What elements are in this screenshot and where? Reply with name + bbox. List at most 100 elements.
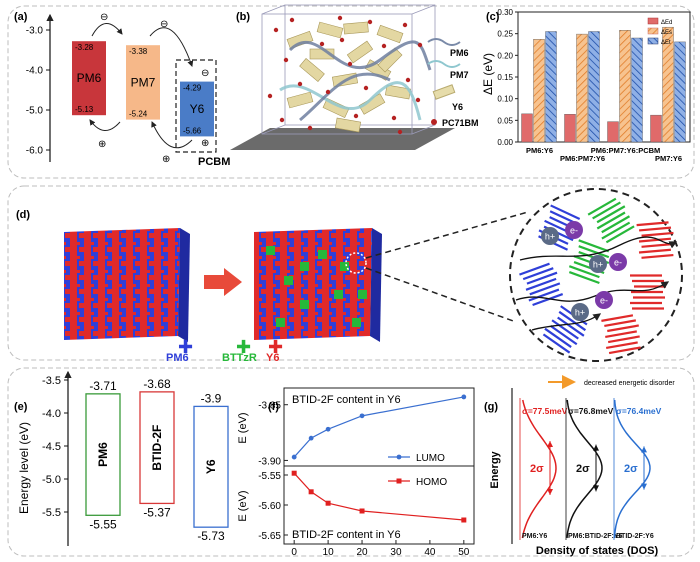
- molecule-stick-17: [638, 237, 672, 243]
- row3-frame: [7, 367, 695, 557]
- material-label-PM6: PM6: [77, 71, 102, 85]
- dos-curve-2: [613, 399, 651, 539]
- curve-name-1: PM6:BTID-2F:Y6: [568, 533, 623, 540]
- row1-frame: [7, 5, 695, 179]
- sigma-arrow-down-2: [641, 483, 647, 490]
- molecule-stick-11: [601, 215, 631, 234]
- panel-f-ticks: -3.85 -3.90 -5.55 -5.60 -5.65 0 10 20 30 40 50: [258, 401, 470, 558]
- sigma-arrow-down-1: [593, 485, 599, 492]
- panel-f-top-tick-label-1: -3.90: [258, 456, 281, 467]
- process-arrow-body: [204, 275, 226, 289]
- substrate: [230, 128, 455, 150]
- charges: h+ e-h+ e-h+ e-: [541, 221, 627, 321]
- pcbm-sphere-1: [289, 17, 295, 23]
- zoom-circle: [345, 252, 367, 274]
- panel-e: (e) Energy level (eV) -3.5 -4.0 -4.5 -5.0 -5…: [14, 370, 229, 546]
- panel-f-bottom-tick-label-1: -5.60: [258, 501, 281, 512]
- pcbm-sphere-9: [405, 77, 411, 83]
- panel-c-tick-label-0: 0.00: [497, 138, 513, 147]
- legend-ded-swatch: [647, 17, 659, 25]
- panel-f-xtick-label-3: 30: [390, 547, 402, 558]
- panel-c-legend: ΔEd ΔEs ΔEt: [647, 17, 672, 46]
- zoom-line-top: [365, 211, 529, 259]
- zoom-line-bottom: [365, 267, 517, 323]
- molecule-stick-21: [519, 262, 550, 276]
- pcbm-sphere-7: [319, 41, 325, 47]
- material-label-PM6: PM6: [96, 442, 110, 467]
- panel-e-bars: -3.71 -5.55 PM6 -3.68 -5.37 BTID-2F -3.9 -5.73 Y…: [85, 377, 229, 543]
- panel-f-bottom-tick-label-0: -5.55: [258, 471, 281, 482]
- sigma-value-2: σ=76.4meV: [616, 406, 662, 416]
- panel-e-tick-label-4: -5.5: [42, 507, 61, 519]
- panel-c-ylabel: ΔE (eV): [481, 53, 495, 95]
- homo-value-Y6: -5.66: [183, 126, 202, 135]
- molecule-stick-46: [549, 325, 578, 346]
- hole-symbol-2: ⊕: [162, 154, 170, 165]
- level-box-BTID-2F: [139, 391, 175, 505]
- panel-c-tick-label-2: 0.10: [497, 95, 513, 104]
- y6-icon: ✚: [268, 337, 283, 357]
- bttzr-domain-5: [352, 318, 361, 327]
- curve-name-2: BTID-2F:Y6: [616, 533, 654, 540]
- bar-ΔEd-PM6:Y6: [521, 113, 533, 143]
- dos-curve-1: [566, 399, 603, 539]
- panel-d: (d) ✚ PM6 ✚ BTTzR ✚ Y6 h+ e-h+ e-h+ e-: [16, 188, 683, 364]
- molecule-stick-33: [568, 265, 600, 279]
- y6-rod-12: [343, 21, 369, 35]
- bar-ΔEd-PM7:Y6: [650, 114, 662, 143]
- y6-rod-4: [299, 58, 325, 82]
- electron-symbol-3: ⊖: [201, 68, 209, 79]
- hole-symbol-3: ⊕: [201, 138, 209, 149]
- homo-value-PM6: -5.55: [89, 517, 117, 531]
- sigma-label-1: 2σ: [576, 463, 590, 475]
- panel-e-tick-label-1: -4.0: [42, 408, 61, 420]
- level-bar-Y6: [180, 81, 214, 137]
- bar-ΔEt-PM6:PM7:Y6:PCBM: [631, 37, 643, 143]
- legend-bttzr: BTTzR: [222, 352, 257, 364]
- sigma-label-2: 2σ: [624, 463, 638, 475]
- molecule-stick-49: [601, 314, 634, 322]
- bttzr-domain-1: [284, 276, 293, 285]
- legend-pcbm-label: PC71BM: [442, 118, 479, 128]
- electron-label-5: e-: [600, 296, 608, 306]
- sigma-arrow-down-0: [547, 489, 553, 495]
- level-box-PM6: [85, 393, 121, 516]
- panel-f-ylabel-bottom: E (eV): [237, 490, 249, 521]
- category-label-1: PM6:PM7:Y6: [560, 154, 605, 163]
- electron-label-1: e-: [570, 226, 578, 236]
- simulation-box: [261, 4, 436, 135]
- y6-rod-3: [376, 24, 404, 44]
- disorder-label: decreased energetic disorder: [584, 380, 675, 387]
- polymer-chain-2: [299, 72, 391, 122]
- legend-des-label: ΔEs: [661, 30, 672, 36]
- panel-f-xtick-label-4: 40: [424, 547, 436, 558]
- panel-c-ticks: 0.00 0.05 0.10 0.15 0.20 0.25 0.30: [497, 8, 518, 147]
- sigma-arrow-up-0: [547, 441, 553, 447]
- panel-c-letter: (c): [486, 11, 500, 23]
- sigma-value-1: σ=76.8meV: [568, 406, 614, 416]
- panel-f: (f) BTID-2F content in Y6 BTID-2F conten…: [237, 387, 475, 558]
- bar-ΔEt-PM6:PM7:Y6: [588, 31, 600, 143]
- molecule-stick-14: [636, 221, 669, 227]
- molecule-stick-51: [607, 324, 639, 333]
- bttzr-domain-3: [318, 250, 327, 259]
- legend-homo-marker: [396, 478, 402, 484]
- sigma-arrow-up-1: [593, 444, 599, 451]
- panel-f-xtick-label-0: 0: [291, 547, 297, 558]
- molecule-stick-23: [526, 271, 558, 285]
- hole-symbol-1: ⊕: [98, 139, 106, 150]
- panel-f-xtick-label-5: 50: [458, 547, 470, 558]
- pcbm-sphere-6: [283, 57, 289, 63]
- bttzr-domain-8: [340, 262, 349, 271]
- pcbm-sphere-10: [279, 117, 285, 123]
- panel-a-ticks: -3.0 -4.0 -5.0 -6.0: [26, 26, 50, 157]
- legend-pm7-label: PM7: [450, 70, 469, 80]
- molecule-stick-20: [641, 253, 674, 259]
- pcbm-sphere-11: [297, 81, 303, 87]
- panel-g-ylabel: Energy: [489, 450, 501, 488]
- homo-point-0: [291, 470, 297, 476]
- sigma-value-0: σ=77.5meV: [522, 406, 568, 416]
- molecule-stick-19: [638, 248, 672, 254]
- legend-lumo-marker: [396, 454, 402, 460]
- bttzr-domain-4: [334, 290, 343, 299]
